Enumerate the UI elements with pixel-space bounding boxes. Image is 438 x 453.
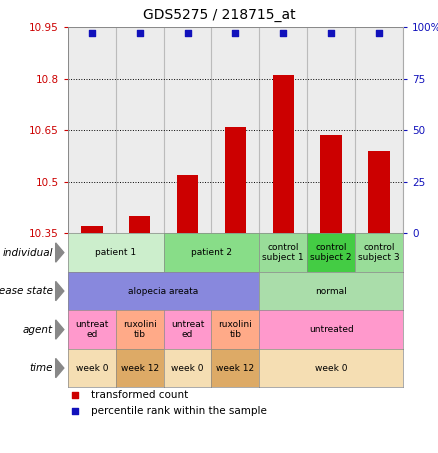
Text: untreat
ed: untreat ed (171, 320, 204, 339)
Text: week 12: week 12 (120, 364, 159, 372)
Bar (259, 27, 307, 233)
Text: normal: normal (315, 287, 347, 295)
Text: time: time (29, 363, 53, 373)
Bar (116, 27, 164, 233)
Text: individual: individual (3, 247, 53, 258)
Text: transformed count: transformed count (92, 390, 189, 400)
Polygon shape (56, 358, 64, 378)
Text: disease state: disease state (0, 286, 53, 296)
Bar (68, 27, 116, 233)
Text: week 0: week 0 (171, 364, 204, 372)
Text: patient 2: patient 2 (191, 248, 232, 257)
Point (280, 30, 287, 37)
Bar (212, 27, 259, 233)
Bar (81, 226, 102, 233)
Text: GDS5275 / 218715_at: GDS5275 / 218715_at (143, 8, 295, 22)
Text: control
subject 3: control subject 3 (358, 243, 400, 262)
Bar (129, 216, 151, 233)
Text: week 0: week 0 (315, 364, 347, 372)
Text: percentile rank within the sample: percentile rank within the sample (92, 406, 267, 416)
Point (71, 407, 78, 414)
Bar (272, 75, 294, 233)
Text: ruxolini
tib: ruxolini tib (219, 320, 252, 339)
Point (71, 391, 78, 398)
Bar (225, 127, 246, 233)
Point (375, 30, 382, 37)
Text: control
subject 2: control subject 2 (311, 243, 352, 262)
Polygon shape (56, 243, 64, 262)
Text: week 12: week 12 (216, 364, 254, 372)
Text: agent: agent (23, 324, 53, 335)
Text: untreated: untreated (309, 325, 353, 334)
Bar (307, 27, 355, 233)
Text: week 0: week 0 (76, 364, 108, 372)
Text: untreat
ed: untreat ed (75, 320, 109, 339)
Point (184, 30, 191, 37)
Point (88, 30, 95, 37)
Polygon shape (56, 281, 64, 301)
Text: patient 1: patient 1 (95, 248, 136, 257)
Polygon shape (56, 320, 64, 339)
Text: control
subject 1: control subject 1 (262, 243, 304, 262)
Point (328, 30, 335, 37)
Text: ruxolini
tib: ruxolini tib (123, 320, 156, 339)
Point (136, 30, 143, 37)
Text: alopecia areata: alopecia areata (128, 287, 199, 295)
Bar (177, 175, 198, 233)
Bar (355, 27, 403, 233)
Bar (368, 151, 390, 233)
Bar (164, 27, 212, 233)
Point (232, 30, 239, 37)
Bar (320, 135, 342, 233)
